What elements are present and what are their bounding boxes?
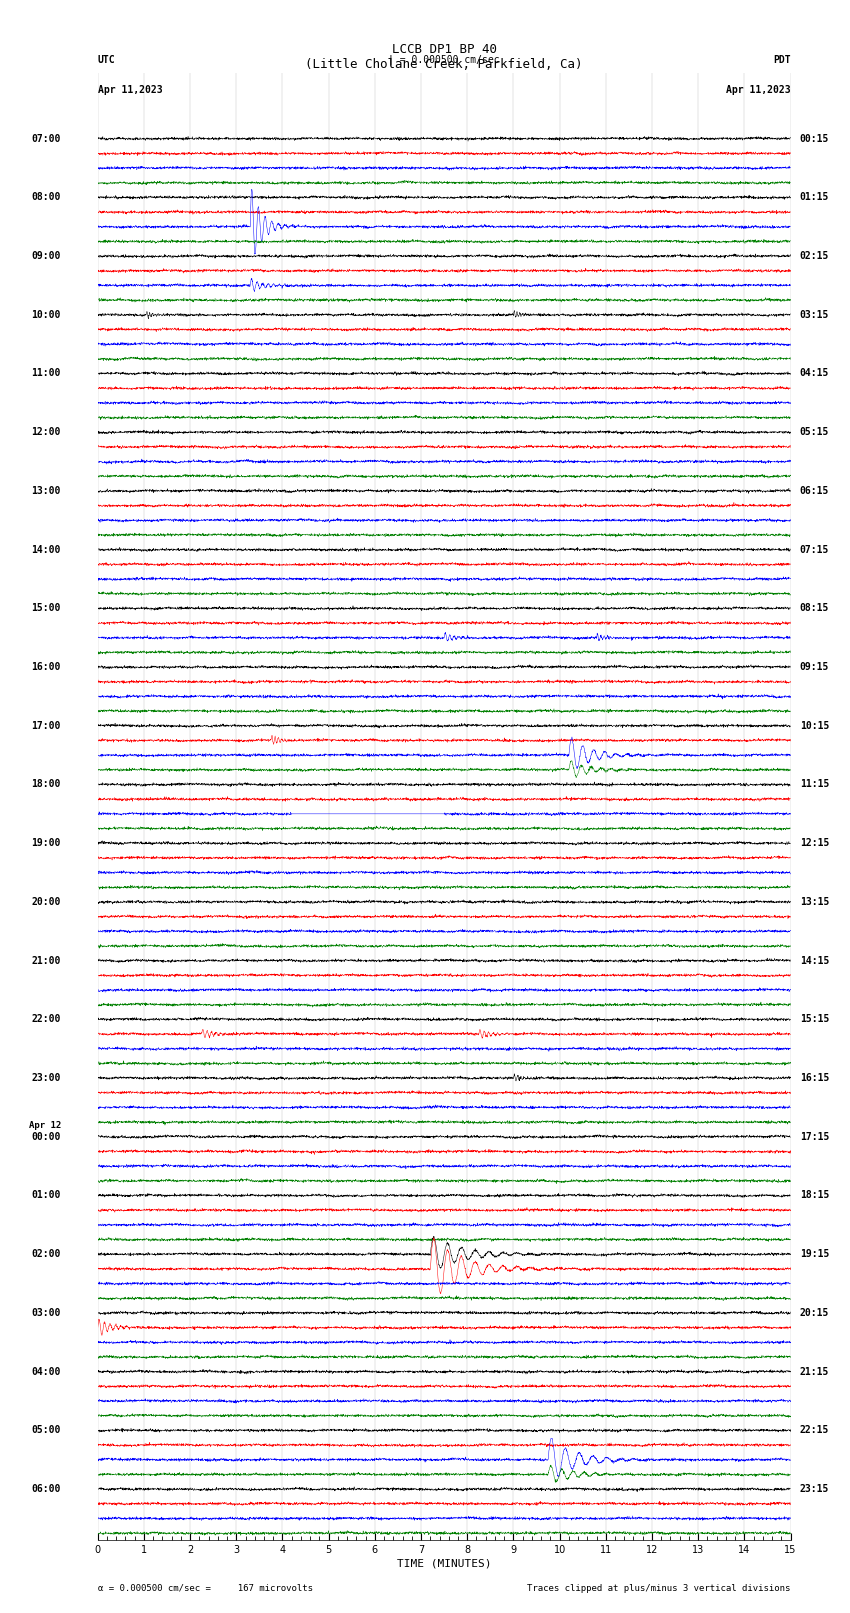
Text: 23:15: 23:15 [800, 1484, 829, 1494]
Text: 14:00: 14:00 [31, 545, 61, 555]
Text: 12:15: 12:15 [800, 839, 829, 848]
Text: 17:00: 17:00 [31, 721, 61, 731]
Text: 02:00: 02:00 [31, 1248, 61, 1260]
Text: 14:15: 14:15 [800, 955, 829, 966]
Text: 11:15: 11:15 [800, 779, 829, 789]
Text: 07:15: 07:15 [800, 545, 829, 555]
Text: PDT: PDT [773, 55, 790, 65]
Text: 23:00: 23:00 [31, 1073, 61, 1082]
Text: Traces clipped at plus/minus 3 vertical divisions: Traces clipped at plus/minus 3 vertical … [527, 1584, 790, 1594]
Text: 18:15: 18:15 [800, 1190, 829, 1200]
Title: LCCB DP1 BP 40
(Little Cholane Creek, Parkfield, Ca): LCCB DP1 BP 40 (Little Cholane Creek, Pa… [305, 44, 583, 71]
Text: | = 0.000500 cm/sec: | = 0.000500 cm/sec [388, 53, 500, 65]
Text: 22:15: 22:15 [800, 1426, 829, 1436]
Text: Apr 11,2023: Apr 11,2023 [726, 85, 790, 95]
Text: 05:15: 05:15 [800, 427, 829, 437]
Text: 06:00: 06:00 [31, 1484, 61, 1494]
Text: Apr 11,2023: Apr 11,2023 [98, 85, 162, 95]
Text: 22:00: 22:00 [31, 1015, 61, 1024]
Text: UTC: UTC [98, 55, 116, 65]
Text: 07:00: 07:00 [31, 134, 61, 144]
Text: 02:15: 02:15 [800, 252, 829, 261]
Text: 00:15: 00:15 [800, 134, 829, 144]
Text: 08:15: 08:15 [800, 603, 829, 613]
Text: α = 0.000500 cm/sec =     167 microvolts: α = 0.000500 cm/sec = 167 microvolts [98, 1584, 313, 1594]
Text: 11:00: 11:00 [31, 368, 61, 379]
Text: 09:00: 09:00 [31, 252, 61, 261]
Text: 06:15: 06:15 [800, 486, 829, 495]
Text: 16:00: 16:00 [31, 661, 61, 673]
Text: 20:00: 20:00 [31, 897, 61, 907]
Text: 08:00: 08:00 [31, 192, 61, 202]
Text: 01:15: 01:15 [800, 192, 829, 202]
Text: 03:15: 03:15 [800, 310, 829, 319]
Text: 15:00: 15:00 [31, 603, 61, 613]
Text: 10:15: 10:15 [800, 721, 829, 731]
Text: 12:00: 12:00 [31, 427, 61, 437]
Text: 04:00: 04:00 [31, 1366, 61, 1376]
Text: 13:15: 13:15 [800, 897, 829, 907]
Text: 19:00: 19:00 [31, 839, 61, 848]
Text: Apr 12: Apr 12 [29, 1121, 61, 1129]
Text: 10:00: 10:00 [31, 310, 61, 319]
X-axis label: TIME (MINUTES): TIME (MINUTES) [397, 1558, 491, 1568]
Text: 09:15: 09:15 [800, 661, 829, 673]
Text: 19:15: 19:15 [800, 1248, 829, 1260]
Text: 04:15: 04:15 [800, 368, 829, 379]
Text: 21:15: 21:15 [800, 1366, 829, 1376]
Text: 05:00: 05:00 [31, 1426, 61, 1436]
Text: 20:15: 20:15 [800, 1308, 829, 1318]
Text: 21:00: 21:00 [31, 955, 61, 966]
Text: 13:00: 13:00 [31, 486, 61, 495]
Text: 18:00: 18:00 [31, 779, 61, 789]
Text: 03:00: 03:00 [31, 1308, 61, 1318]
Text: 16:15: 16:15 [800, 1073, 829, 1082]
Text: 15:15: 15:15 [800, 1015, 829, 1024]
Text: 00:00: 00:00 [31, 1132, 61, 1142]
Text: 01:00: 01:00 [31, 1190, 61, 1200]
Text: 17:15: 17:15 [800, 1132, 829, 1142]
